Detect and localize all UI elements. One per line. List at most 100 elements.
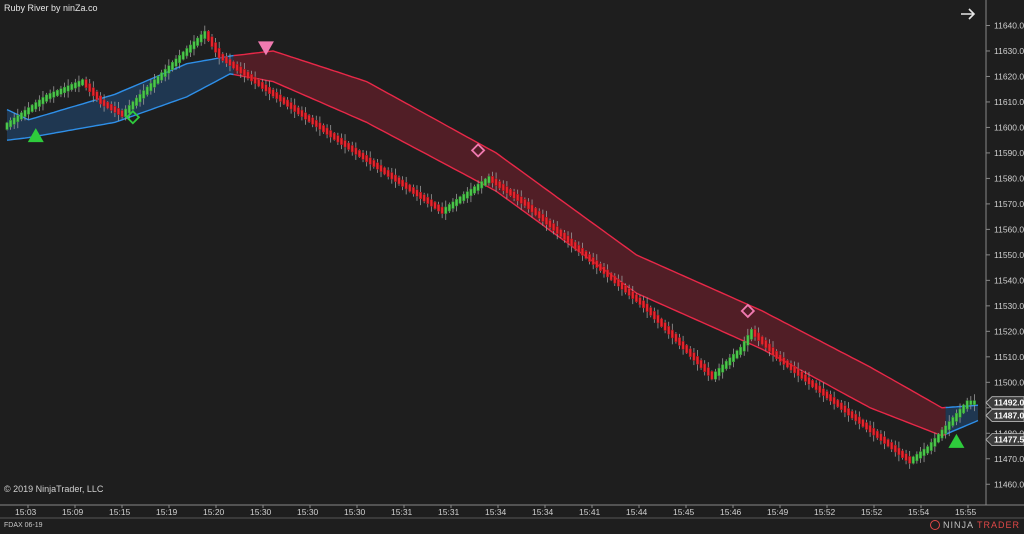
candle-body <box>793 365 797 374</box>
candle-body <box>843 405 847 413</box>
candle <box>638 294 642 308</box>
candle-body <box>591 257 595 265</box>
candle <box>372 158 376 169</box>
candle-body <box>124 108 128 117</box>
candle-body <box>638 297 642 306</box>
candle <box>120 108 124 119</box>
candle-body <box>800 371 804 379</box>
candle-body <box>739 346 743 355</box>
candle <box>185 45 189 59</box>
candle-body <box>73 82 77 89</box>
candle <box>73 78 77 92</box>
candle-body <box>433 201 437 209</box>
candle <box>850 409 854 421</box>
candle-body <box>106 101 110 109</box>
candle <box>84 76 88 91</box>
candle <box>210 34 214 50</box>
candle <box>199 30 203 46</box>
candle-body <box>203 30 207 39</box>
candle-body <box>829 394 833 402</box>
candle-body <box>257 79 261 87</box>
candle <box>753 325 757 341</box>
candle <box>814 380 818 393</box>
candle-body <box>606 269 610 278</box>
candle-body <box>483 178 487 186</box>
y-tick-label: 11550.0 <box>994 250 1024 260</box>
candle <box>908 450 912 469</box>
candle-body <box>749 329 753 340</box>
ribbon-layer <box>6 50 979 437</box>
candle-body <box>908 456 912 464</box>
candle-body <box>883 436 886 444</box>
candle-body <box>501 183 505 191</box>
x-tick-label: 15:52 <box>814 507 836 517</box>
candle-body <box>127 105 131 114</box>
ribbon-band-bull-2 <box>945 405 978 435</box>
candle-body <box>674 333 678 342</box>
candle-body <box>512 191 516 199</box>
candle <box>724 359 728 371</box>
candle-body <box>566 235 570 244</box>
candle-body <box>41 97 45 105</box>
candle <box>9 117 13 130</box>
candle-body <box>149 82 153 92</box>
candle <box>390 167 394 184</box>
candle-body <box>170 61 174 71</box>
candle-body <box>588 254 592 262</box>
candle-body <box>480 181 484 189</box>
candle-body <box>904 453 908 461</box>
candle-body <box>386 169 390 177</box>
candle-body <box>890 442 894 450</box>
candle <box>940 427 944 441</box>
candle-body <box>455 199 459 207</box>
candle-body <box>886 439 890 447</box>
candle <box>796 362 800 383</box>
candle <box>426 193 430 208</box>
candle-body <box>544 217 548 225</box>
candle <box>832 391 836 410</box>
candle-body <box>735 350 739 359</box>
candle-body <box>929 442 933 451</box>
candle <box>588 251 592 265</box>
candle-body <box>685 344 689 354</box>
arrow-right-icon[interactable] <box>958 4 978 24</box>
candle <box>322 123 325 134</box>
candle-body <box>361 152 365 160</box>
candle-body <box>268 86 272 95</box>
signal-layer <box>27 41 965 448</box>
candle-body <box>771 347 775 356</box>
candle <box>681 335 685 355</box>
candle <box>386 167 390 180</box>
x-tick-label: 15:30 <box>250 507 272 517</box>
candle <box>77 75 81 93</box>
ribbon-upper-line-2 <box>945 404 979 409</box>
candle-body <box>296 107 300 115</box>
candle <box>760 335 764 346</box>
candle-body <box>897 447 901 456</box>
candle-body <box>699 359 703 369</box>
candle <box>149 79 153 95</box>
candle-body <box>498 181 502 189</box>
candle-body <box>271 89 275 97</box>
candle-body <box>16 114 20 123</box>
candle-body <box>109 103 113 111</box>
candle <box>530 199 534 218</box>
candle-body <box>861 419 865 427</box>
candle <box>271 87 275 99</box>
price-marker-label: 11487.0 <box>994 410 1024 420</box>
candle <box>473 184 476 196</box>
candle-body <box>767 343 771 352</box>
candle-body <box>627 288 631 296</box>
candle <box>559 228 563 238</box>
candle-body <box>965 400 969 410</box>
candle <box>332 132 336 141</box>
candle <box>63 82 67 98</box>
candle <box>829 390 833 405</box>
candle-body <box>34 102 38 110</box>
candle-body <box>462 193 466 202</box>
candle-body <box>926 446 930 454</box>
x-tick-label: 15:44 <box>626 507 648 517</box>
candle <box>523 197 527 208</box>
candle-body <box>188 44 192 53</box>
